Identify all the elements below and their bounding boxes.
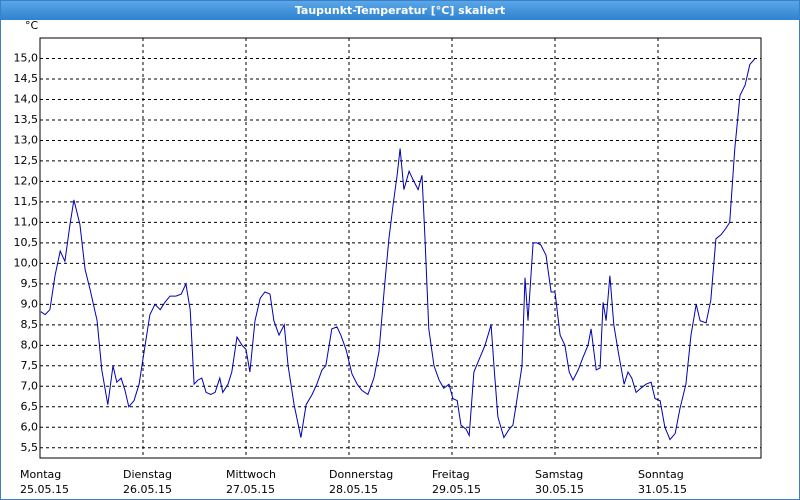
- x-tick-label: Freitag: [432, 468, 470, 481]
- y-tick-label: 9,0: [21, 297, 39, 310]
- y-tick-label: 14,5: [14, 72, 39, 85]
- y-tick-label: 9,5: [21, 277, 39, 290]
- y-tick-label: 5,5: [21, 441, 39, 454]
- y-tick-label: 14,0: [14, 92, 39, 105]
- window-title: Taupunkt-Temperatur [°C] skaliert: [1, 1, 799, 20]
- x-tick-label: Samstag: [535, 468, 583, 481]
- plot-area: [39, 37, 762, 459]
- y-tick-label: 11,5: [14, 195, 39, 208]
- y-unit: °C: [25, 20, 39, 32]
- y-tick-label: 15,0: [14, 51, 39, 64]
- y-tick-label: 13,0: [14, 133, 39, 146]
- y-tick-label: 10,0: [14, 256, 39, 269]
- y-tick-label: 6,5: [21, 400, 39, 413]
- y-tick-label: 6,0: [21, 420, 39, 433]
- y-tick-label: 10,5: [14, 236, 39, 249]
- x-tick-sublabel: 30.05.15: [535, 483, 584, 496]
- x-tick-sublabel: 31.05.15: [638, 483, 687, 496]
- x-tick-sublabel: 28.05.15: [329, 483, 378, 496]
- x-tick-label: Mittwoch: [226, 468, 276, 481]
- x-tick-sublabel: 27.05.15: [226, 483, 275, 496]
- y-tick-label: 13,5: [14, 113, 39, 126]
- y-tick-label: 11,0: [14, 215, 39, 228]
- x-tick-sublabel: 26.05.15: [123, 483, 172, 496]
- y-tick-label: 7,0: [21, 379, 39, 392]
- x-tick-label: Donnerstag: [329, 468, 393, 481]
- y-tick-label: 8,0: [21, 338, 39, 351]
- y-tick-label: 7,5: [21, 359, 39, 372]
- x-tick-sublabel: 25.05.15: [20, 483, 69, 496]
- chart: °C 5,5 6,0 6,5 7,0 7,5 8,0 8,5 9,0 9,5 10,0 10,5 11…: [14, 20, 762, 496]
- x-tick-label: Dienstag: [123, 468, 172, 481]
- x-tick-label: Sonntag: [638, 468, 684, 481]
- y-tick-label: 12,5: [14, 154, 39, 167]
- y-tick-label: 8,5: [21, 318, 39, 331]
- y-tick-label: 12,0: [14, 174, 39, 187]
- x-tick-label: Montag: [20, 468, 61, 481]
- x-tick-sublabel: 29.05.15: [432, 483, 481, 496]
- data-line: [40, 58, 756, 441]
